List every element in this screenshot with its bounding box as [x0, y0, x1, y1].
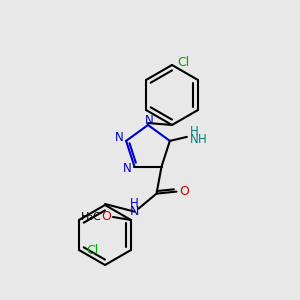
Text: H₃C: H₃C [81, 212, 101, 222]
Text: N: N [145, 115, 153, 128]
Text: H: H [197, 134, 206, 146]
Text: O: O [101, 211, 111, 224]
Text: Cl: Cl [177, 56, 189, 70]
Text: O: O [180, 185, 190, 198]
Text: H: H [130, 197, 139, 210]
Text: N: N [115, 131, 124, 144]
Text: H: H [190, 125, 198, 138]
Text: N: N [123, 162, 132, 175]
Text: N: N [190, 134, 198, 146]
Text: N: N [130, 205, 139, 218]
Text: Cl: Cl [86, 244, 98, 256]
